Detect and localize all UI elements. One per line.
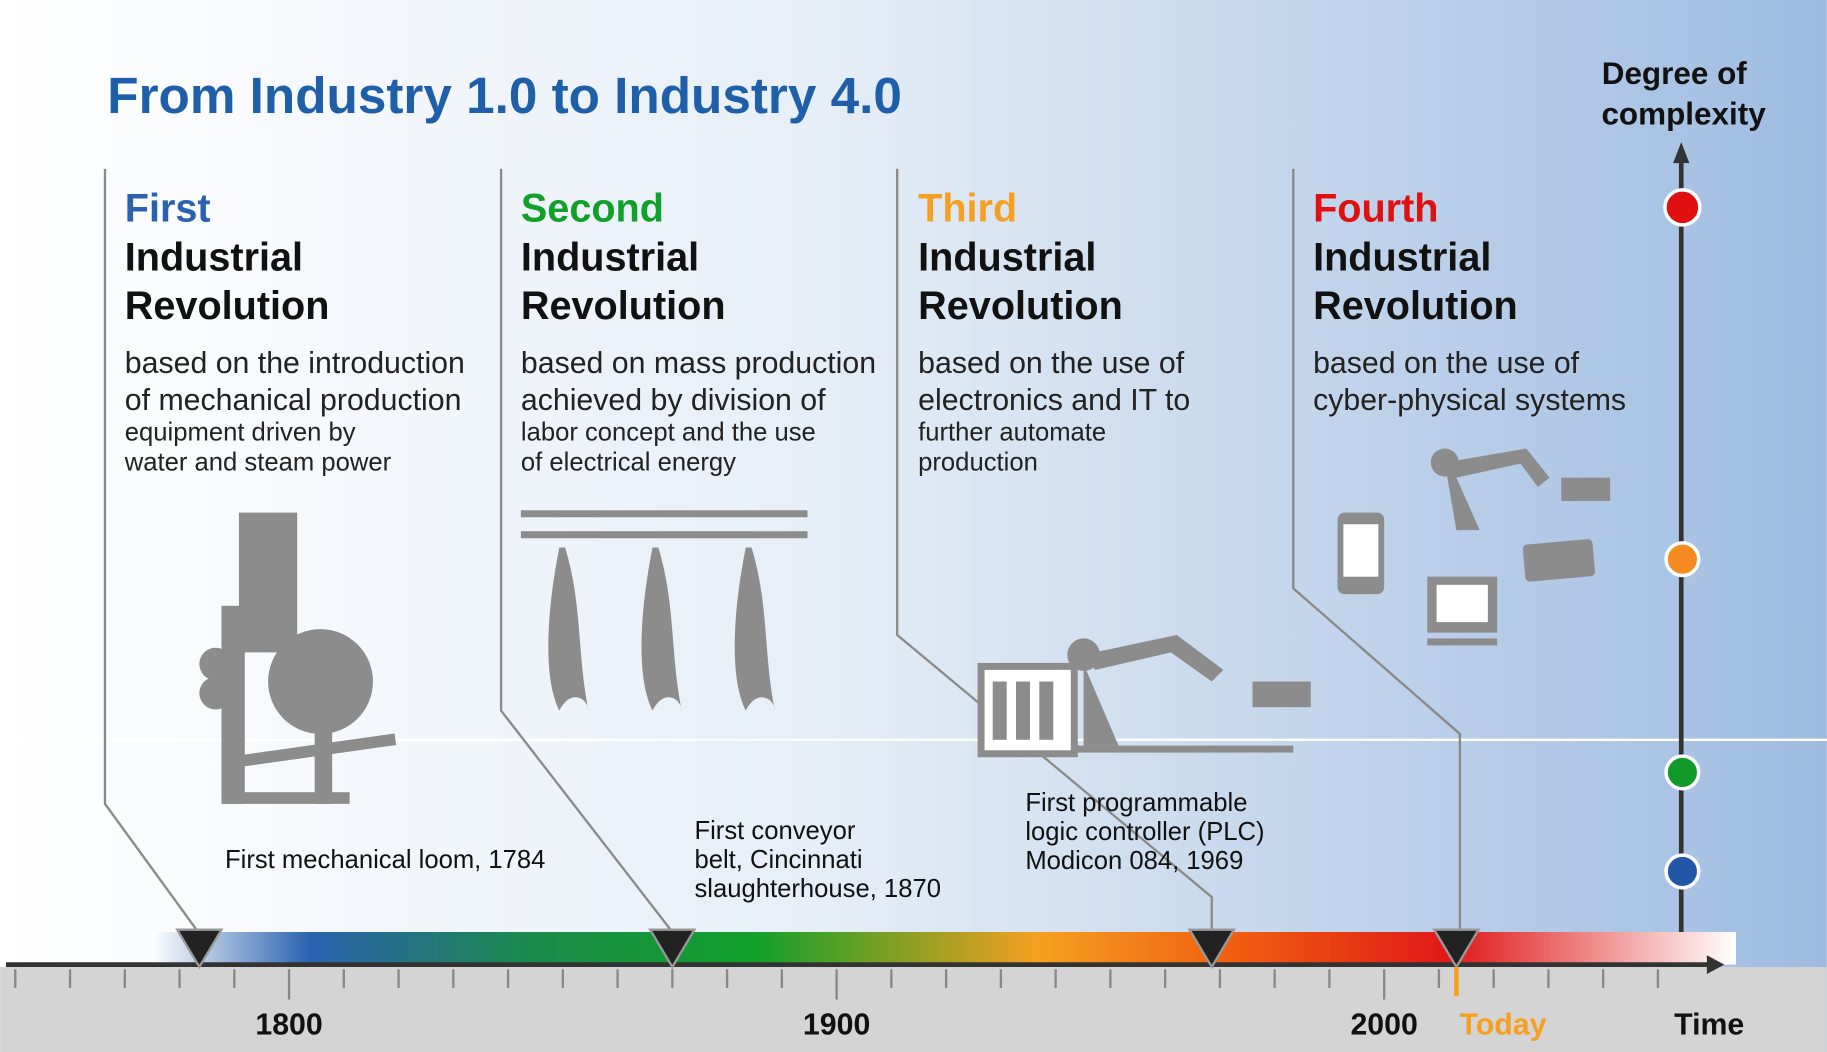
heading: Industrial <box>125 235 303 279</box>
plc-robot-icon <box>977 634 1311 758</box>
description: electronics and IT to <box>918 384 1190 417</box>
cps-icon <box>1337 448 1611 646</box>
description: based on mass production <box>521 347 876 380</box>
description: further automate <box>918 418 1106 446</box>
axis-band <box>0 966 1827 1052</box>
milestone: First mechanical loom, 1784 <box>225 846 545 874</box>
heading: Industrial <box>521 235 699 279</box>
marker <box>1432 928 1481 970</box>
revolutions: First Industrial Revolution based on the in… <box>124 186 1626 903</box>
description: equipment driven by <box>125 418 356 446</box>
description: of electrical energy <box>521 449 736 477</box>
time-arrow <box>1706 955 1725 974</box>
description: water and steam power <box>124 449 392 477</box>
separator <box>103 168 200 933</box>
era-bar <box>151 932 1736 965</box>
level-dot <box>1664 754 1701 791</box>
ordinal: Second <box>521 186 664 230</box>
milestone: First programmable <box>1025 789 1247 817</box>
loom-icon <box>199 512 397 804</box>
milestone: Modicon 084, 1969 <box>1025 847 1243 875</box>
title: From Industry 1.0 to Industry 4.0 <box>107 67 902 124</box>
milestone: logic controller (PLC) <box>1025 818 1264 846</box>
conveyor-icon <box>520 510 808 711</box>
description: based on the use of <box>918 347 1185 380</box>
markers <box>175 928 1481 970</box>
heading: Revolution <box>125 284 330 328</box>
heading: Industrial <box>918 235 1096 279</box>
today-label: Today <box>1460 1009 1547 1042</box>
level-dot <box>1663 188 1702 227</box>
year-label: 1800 <box>255 1009 322 1042</box>
description: production <box>918 449 1038 477</box>
level-dot <box>1664 853 1701 890</box>
marker <box>1187 928 1236 970</box>
separator <box>896 168 1213 933</box>
description: based on the introduction <box>125 347 465 380</box>
heading: Industrial <box>1313 235 1491 279</box>
description: cyber-physical systems <box>1313 384 1626 417</box>
description: of mechanical production <box>125 384 462 417</box>
time-label: Time <box>1674 1009 1744 1042</box>
separator <box>499 168 674 933</box>
level-dot <box>1664 541 1701 578</box>
ticks <box>14 969 1660 1000</box>
description: based on the use of <box>1313 347 1580 380</box>
year-label: 2000 <box>1350 1009 1417 1042</box>
heading: Revolution <box>918 284 1123 328</box>
complexity-arrow <box>1673 142 1690 164</box>
description: achieved by division of <box>521 384 826 417</box>
milestone: slaughterhouse, 1870 <box>694 875 940 903</box>
ordinal: Fourth <box>1313 186 1438 230</box>
heading: Revolution <box>1313 284 1518 328</box>
separator <box>1292 168 1462 933</box>
marker <box>648 928 697 970</box>
marker <box>175 928 224 970</box>
description: labor concept and the use <box>521 418 816 446</box>
complexity-label: Degree of <box>1602 56 1748 91</box>
ordinal: First <box>125 186 211 230</box>
milestone: First conveyor <box>694 817 855 845</box>
milestone: belt, Cincinnati <box>694 846 862 874</box>
ordinal: Third <box>918 186 1017 230</box>
heading: Revolution <box>521 284 726 328</box>
complexity-label: complexity <box>1601 97 1766 132</box>
year-label: 1900 <box>803 1009 870 1042</box>
